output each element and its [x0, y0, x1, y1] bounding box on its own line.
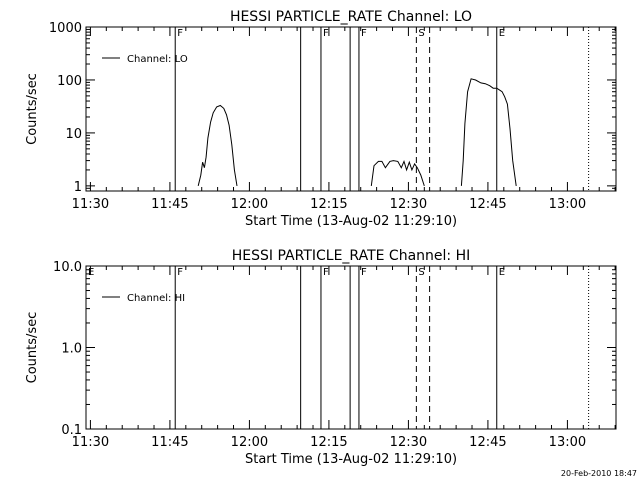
event-marker-label: S: [418, 267, 424, 278]
event-marker-label: F: [361, 28, 367, 39]
y-axis-label: Counts/sec: [25, 73, 40, 145]
y-axis-label: Counts/sec: [25, 312, 40, 384]
y-tick-label: 1000: [49, 21, 82, 36]
plot-frame: [85, 26, 617, 192]
footer-timestamp: 20-Feb-2010 18:47: [561, 469, 637, 478]
x-tick-label: 12:00: [231, 435, 268, 450]
x-tick-label: 12:45: [469, 197, 506, 212]
event-marker-label: F: [177, 267, 183, 278]
y-tick-label: 100: [57, 74, 82, 89]
chart-title: HESSI PARTICLE_RATE Channel: LO: [230, 9, 472, 25]
plot-frame: [85, 265, 617, 430]
x-tick-label: 12:15: [310, 435, 347, 450]
x-tick-label: 13:00: [549, 435, 586, 450]
series-line: [370, 159, 425, 187]
legend-label: Channel: LO: [127, 54, 188, 65]
legend-label: Channel: HI: [127, 293, 185, 304]
event-marker-label: E: [88, 267, 94, 278]
y-tick-label: 1: [74, 180, 82, 195]
x-tick-label: 13:00: [549, 197, 586, 212]
series-line: [460, 78, 517, 186]
event-marker-label: S: [418, 28, 424, 39]
x-tick-label: 12:00: [231, 197, 268, 212]
y-tick-label: 1.0: [61, 342, 82, 357]
x-tick-label: 11:45: [151, 197, 188, 212]
x-axis-label: Start Time (13-Aug-02 11:29:10): [245, 214, 457, 229]
y-tick-label: 0.1: [61, 423, 82, 438]
event-marker-label: F: [177, 28, 183, 39]
event-marker-label: F: [323, 267, 329, 278]
hi-channel-panel: HESSI PARTICLE_RATE Channel: HI Counts/se…: [25, 248, 617, 467]
y-tick-label: 10: [65, 127, 82, 142]
event-marker-label: F: [361, 267, 367, 278]
lo-channel-panel: HESSI PARTICLE_RATE Channel: LO Counts/se…: [25, 9, 617, 229]
y-tick-label: 10.0: [53, 260, 82, 275]
event-marker-label: F: [323, 28, 329, 39]
x-tick-label: 12:15: [310, 197, 347, 212]
event-marker-label: E: [499, 28, 505, 39]
series-line: [197, 104, 238, 187]
chart-title: HESSI PARTICLE_RATE Channel: HI: [232, 248, 470, 264]
x-tick-label: 11:30: [72, 435, 109, 450]
x-tick-label: 12:30: [390, 197, 427, 212]
x-tick-label: 11:45: [151, 435, 188, 450]
x-tick-label: 12:30: [390, 435, 427, 450]
event-marker-label: E: [499, 267, 505, 278]
x-tick-label: 11:30: [72, 197, 109, 212]
x-axis-label: Start Time (13-Aug-02 11:29:10): [245, 452, 457, 467]
x-tick-label: 12:45: [469, 435, 506, 450]
